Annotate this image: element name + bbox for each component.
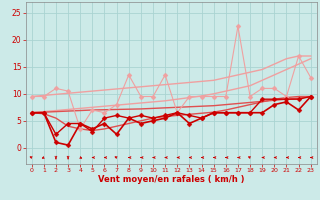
X-axis label: Vent moyen/en rafales ( km/h ): Vent moyen/en rafales ( km/h ) — [98, 175, 244, 184]
